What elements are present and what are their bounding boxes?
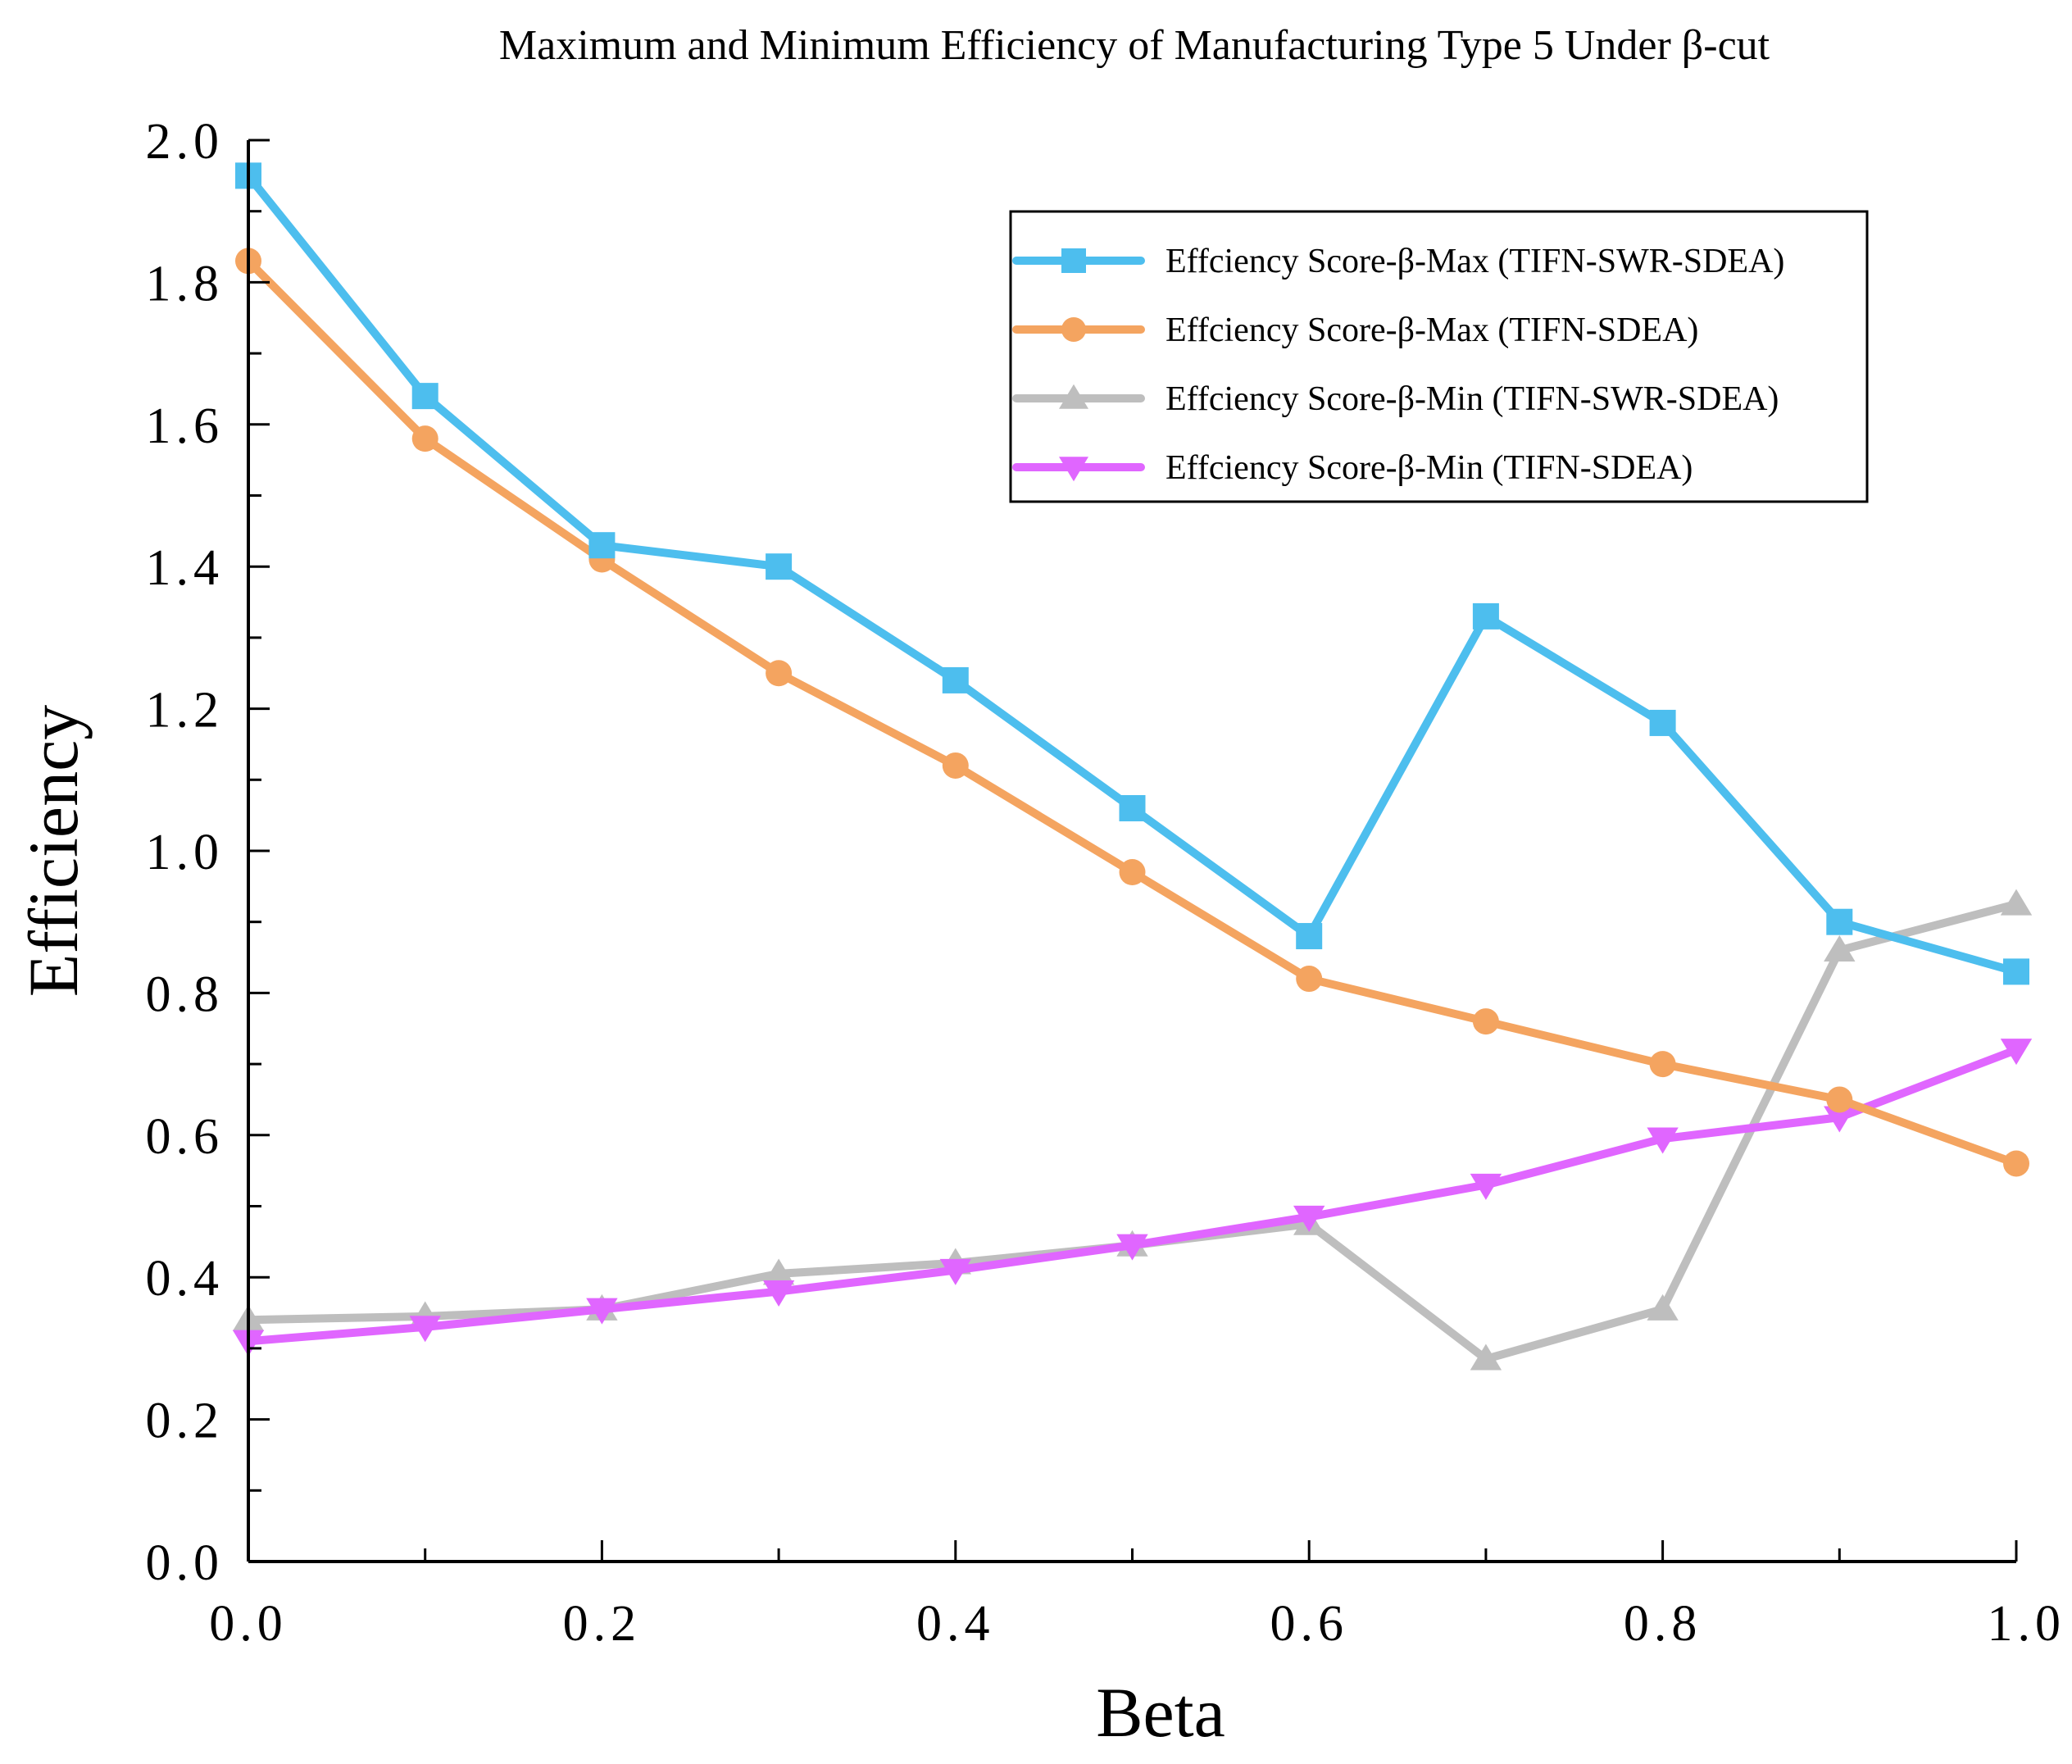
series-3-point	[1470, 1343, 1502, 1371]
legend-label: Effciency Score-β-Max (TIFN-SWR-SDEA)	[1166, 243, 1784, 280]
series-2-point	[1472, 1008, 1499, 1035]
series-2-point	[1296, 966, 1323, 993]
x-tick-label: 0.6	[1270, 1596, 1348, 1652]
series-layer	[232, 162, 2033, 1371]
ticks: 0.0 0.2 0.4 0.6 0.8 1.0 0.0 0.2 0.4 0.6 0.8 1.0 1.2 1…	[146, 114, 2066, 1652]
series-4-point	[1470, 1173, 1502, 1200]
legend-marker	[1059, 457, 1088, 482]
series-2-point	[2003, 1150, 2029, 1177]
series-4-point	[1824, 1106, 1856, 1133]
series-4	[232, 1039, 2033, 1357]
series-1-point	[1649, 709, 1676, 736]
series-1-point	[2003, 958, 2029, 985]
y-tick-label: 1.6	[146, 398, 225, 454]
series-4-point	[586, 1298, 618, 1325]
legend-marker	[1061, 317, 1086, 342]
legend-entry: Effciency Score-β-Min (TIFN-SDEA)	[1012, 449, 1693, 487]
series-4-line	[244, 1045, 2020, 1346]
x-tick-label: 0.8	[1624, 1596, 1702, 1652]
x-tick-label: 0.2	[563, 1596, 642, 1652]
x-tick-label: 0.4	[916, 1596, 995, 1652]
y-tick-label: 0.6	[146, 1109, 225, 1165]
series-4-point	[1647, 1127, 1679, 1154]
series-3-point	[2000, 889, 2033, 916]
y-tick-label: 1.2	[146, 683, 225, 739]
series-1-point	[766, 553, 793, 580]
legend-label: Effciency Score-β-Max (TIFN-SDEA)	[1166, 311, 1698, 349]
series-3-point	[762, 1258, 795, 1285]
x-axis-label: Beta	[1096, 1673, 1225, 1752]
legend: Effciency Score-β-Max (TIFN-SWR-SDEA) Eff…	[1009, 210, 1869, 503]
y-tick-label: 2.0	[146, 114, 225, 170]
series-3-point	[1647, 1293, 1679, 1321]
series-1-point	[411, 383, 438, 410]
series-2-point	[1649, 1051, 1676, 1078]
series-1-point	[1472, 602, 1499, 630]
legend-entries: Effciency Score-β-Max (TIFN-SWR-SDEA) Eff…	[1012, 243, 1784, 487]
series-4-point	[1293, 1205, 1325, 1232]
y-tick-label: 1.0	[146, 825, 225, 880]
legend-entry: Effciency Score-β-Max (TIFN-SWR-SDEA)	[1012, 243, 1784, 280]
legend-marker	[1059, 384, 1088, 409]
legend-entry: Effciency Score-β-Min (TIFN-SWR-SDEA)	[1012, 380, 1779, 418]
series-2-point	[942, 752, 969, 779]
y-axis-label: Efficiency	[14, 705, 93, 998]
series-1-point	[1826, 908, 1853, 935]
chart-title: Maximum and Minimum Efficiency of Manufa…	[499, 22, 1770, 69]
series-4-point	[762, 1280, 795, 1307]
y-tick-label: 0.4	[146, 1251, 225, 1307]
series-3-point	[1824, 934, 1856, 962]
series-1-point	[942, 666, 969, 693]
series-1-point	[588, 532, 616, 559]
y-tick-label: 1.4	[146, 540, 225, 596]
series-1-point	[1119, 794, 1146, 821]
x-tick-label: 1.0	[1988, 1596, 2066, 1652]
series-1-point	[1296, 923, 1323, 950]
x-tick-label: 0.0	[209, 1596, 288, 1652]
series-2-point	[766, 660, 793, 687]
series-1	[235, 162, 2029, 985]
legend-label: Effciency Score-β-Min (TIFN-SDEA)	[1166, 449, 1693, 487]
y-tick-label: 0.0	[146, 1535, 225, 1591]
series-2-point	[1119, 859, 1146, 886]
legend-entry: Effciency Score-β-Max (TIFN-SDEA)	[1012, 311, 1698, 349]
series-4-point	[409, 1316, 441, 1343]
legend-box	[1009, 210, 1869, 503]
y-tick-label: 1.8	[146, 256, 225, 311]
legend-marker	[1061, 248, 1086, 273]
series-4-point	[1116, 1234, 1148, 1261]
series-4-point	[2000, 1039, 2033, 1066]
series-2-point	[411, 425, 438, 452]
legend-label: Effciency Score-β-Min (TIFN-SWR-SDEA)	[1166, 380, 1779, 418]
y-tick-label: 0.8	[146, 966, 225, 1022]
series-2-point	[1826, 1086, 1853, 1113]
series-4-point	[939, 1258, 971, 1285]
y-tick-label: 0.2	[146, 1393, 225, 1449]
